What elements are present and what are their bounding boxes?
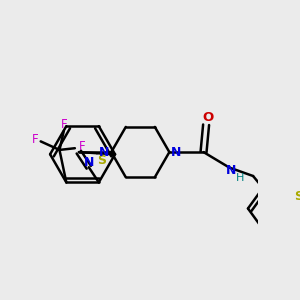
Text: N: N bbox=[226, 164, 236, 177]
Text: H: H bbox=[236, 173, 244, 183]
Text: N: N bbox=[171, 146, 181, 159]
Text: S: S bbox=[97, 154, 106, 166]
Text: N: N bbox=[99, 146, 110, 159]
Text: N: N bbox=[84, 156, 94, 169]
Text: F: F bbox=[32, 133, 39, 146]
Text: O: O bbox=[202, 111, 213, 124]
Text: S: S bbox=[294, 190, 300, 203]
Text: F: F bbox=[78, 140, 85, 153]
Text: F: F bbox=[60, 118, 67, 131]
